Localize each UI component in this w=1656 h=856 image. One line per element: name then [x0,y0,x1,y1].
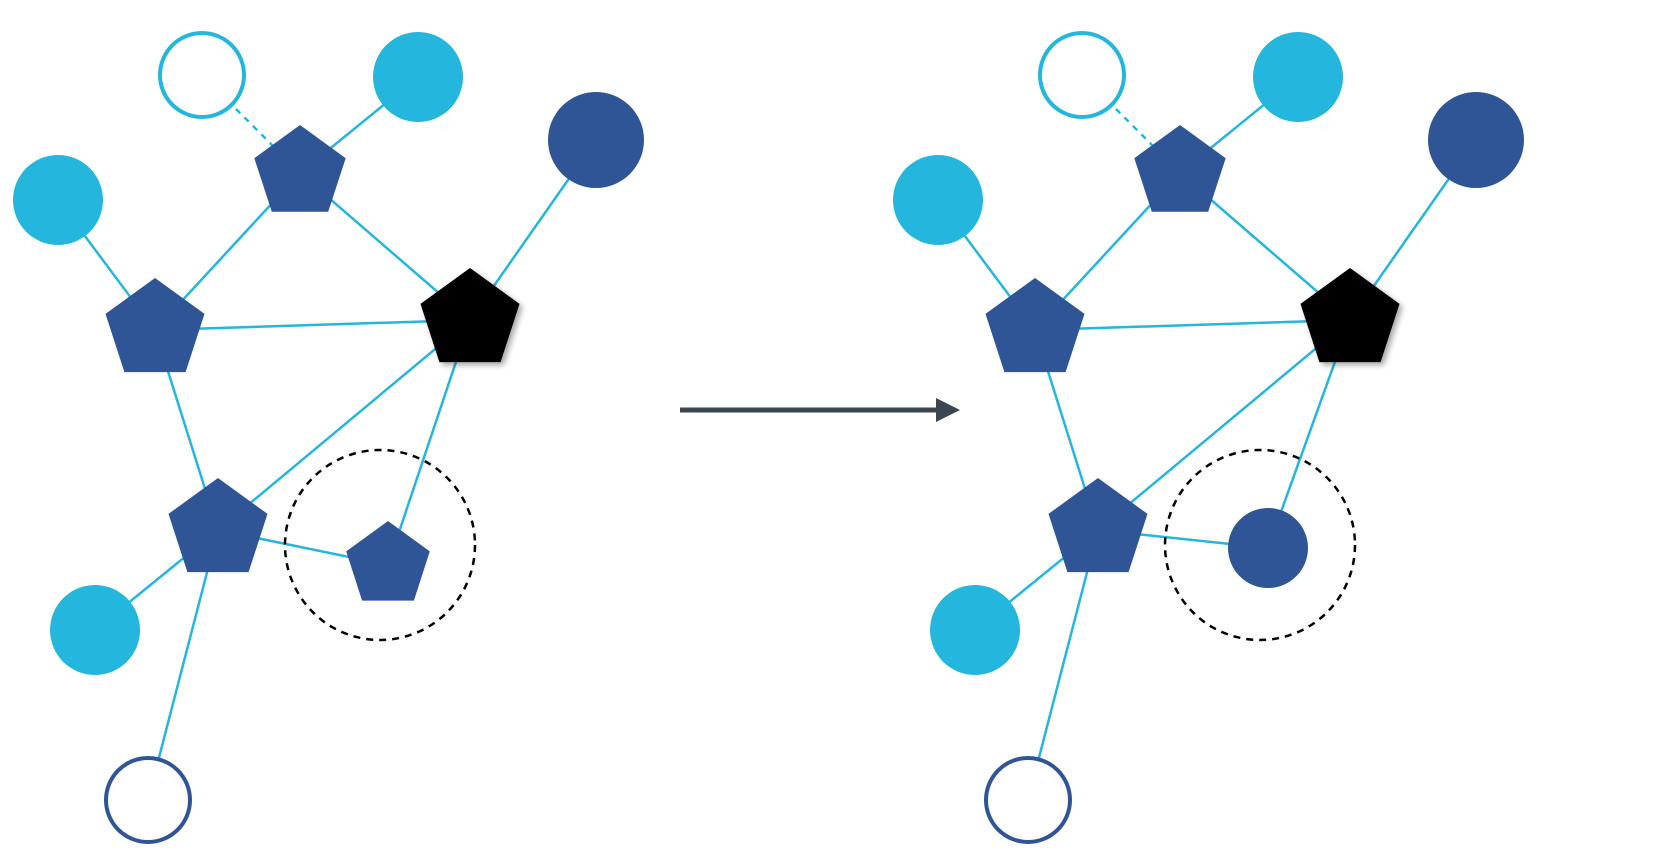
node-circle [548,92,644,188]
node-circle [50,585,140,675]
node-circle [1040,33,1124,117]
edge [155,320,470,330]
node-circle [1428,92,1524,188]
graph-diagram [0,0,1656,856]
node-pentagon [346,521,430,601]
node-pentagon [1134,125,1225,212]
node-circle [160,33,244,117]
node-circle [930,585,1020,675]
graph-left [13,32,644,842]
graph-right [893,32,1524,842]
node-circle [1228,508,1308,588]
node-circle [106,758,190,842]
node-pentagon [421,268,520,362]
edge [1035,320,1350,330]
node-circle [893,155,983,245]
node-pentagon [1049,478,1148,572]
node-circle [373,32,463,122]
node-circle [986,758,1070,842]
node-circle [13,155,103,245]
node-pentagon [254,125,345,212]
node-pentagon [1301,268,1400,362]
arrow-head-icon [936,398,960,422]
transform-arrow [680,398,960,422]
node-circle [1253,32,1343,122]
node-pentagon [169,478,268,572]
edge [218,320,470,530]
